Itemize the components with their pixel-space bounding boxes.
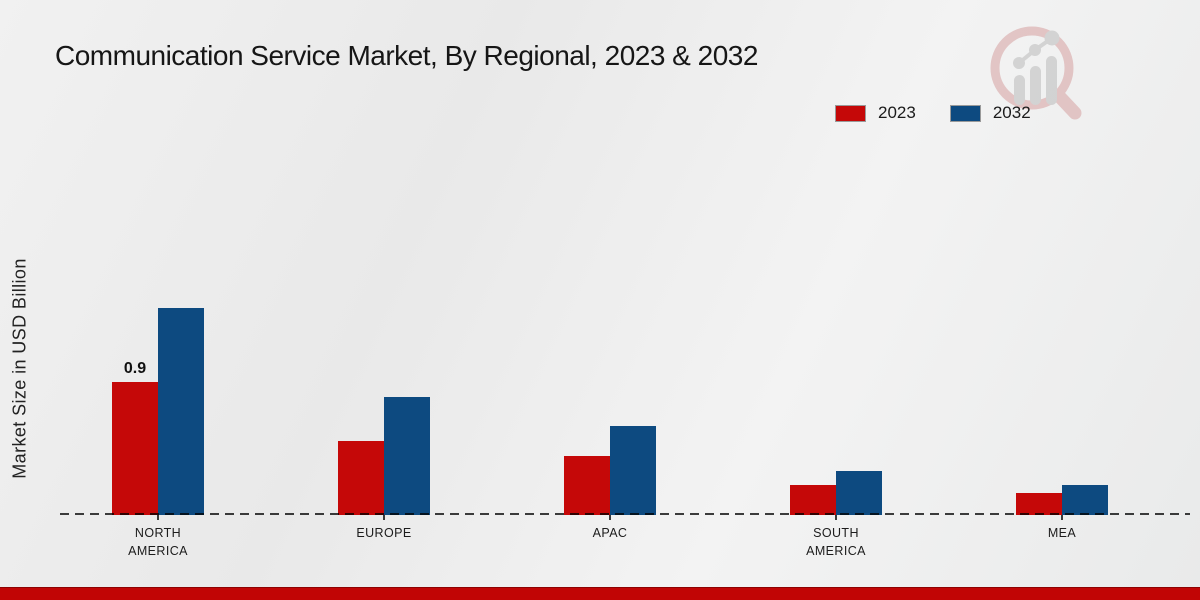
category-label-north-america: NORTH AMERICA (128, 526, 188, 558)
bar-2023-europe (338, 441, 384, 515)
category-label-europe: EUROPE (356, 526, 412, 540)
bar-2023-north-america (112, 382, 158, 515)
axis-tick-south-america (835, 515, 837, 520)
bar-2023-apac (564, 456, 610, 515)
bar-2032-europe (384, 397, 430, 515)
bar-2023-south-america (790, 485, 836, 515)
axis-tick-europe (383, 515, 385, 520)
legend-swatch-2032 (949, 104, 981, 122)
bar-2032-mea (1062, 485, 1108, 515)
axis-tick-mea (1061, 515, 1063, 520)
legend-label-2032: 2032 (992, 103, 1031, 122)
bar-2032-south-america (836, 471, 882, 515)
bar-2032-north-america (158, 308, 204, 515)
bar-2023-mea (1016, 493, 1062, 515)
market-research-logo-watermark (990, 26, 1082, 120)
legend-item-2032: 2032 (949, 103, 1031, 123)
category-label-mea: MEA (1047, 526, 1077, 540)
legend: 2023 2032 (835, 103, 1031, 123)
footer-accent-bar (0, 587, 1200, 600)
x-axis-baseline (60, 513, 1190, 515)
axis-tick-apac (609, 515, 611, 520)
legend-swatch-2023 (835, 104, 866, 122)
data-label-2023-north-america: 0.9 (123, 360, 147, 377)
legend-item-2023: 2023 (835, 103, 916, 123)
category-label-apac: APAC (592, 526, 628, 540)
bar-2032-apac (610, 426, 656, 515)
chart-title: Communication Service Market, By Regiona… (55, 40, 758, 71)
legend-label-2023: 2023 (878, 103, 916, 122)
axis-tick-north-america (157, 515, 159, 520)
category-label-south-america: SOUTH AMERICA (806, 526, 866, 558)
